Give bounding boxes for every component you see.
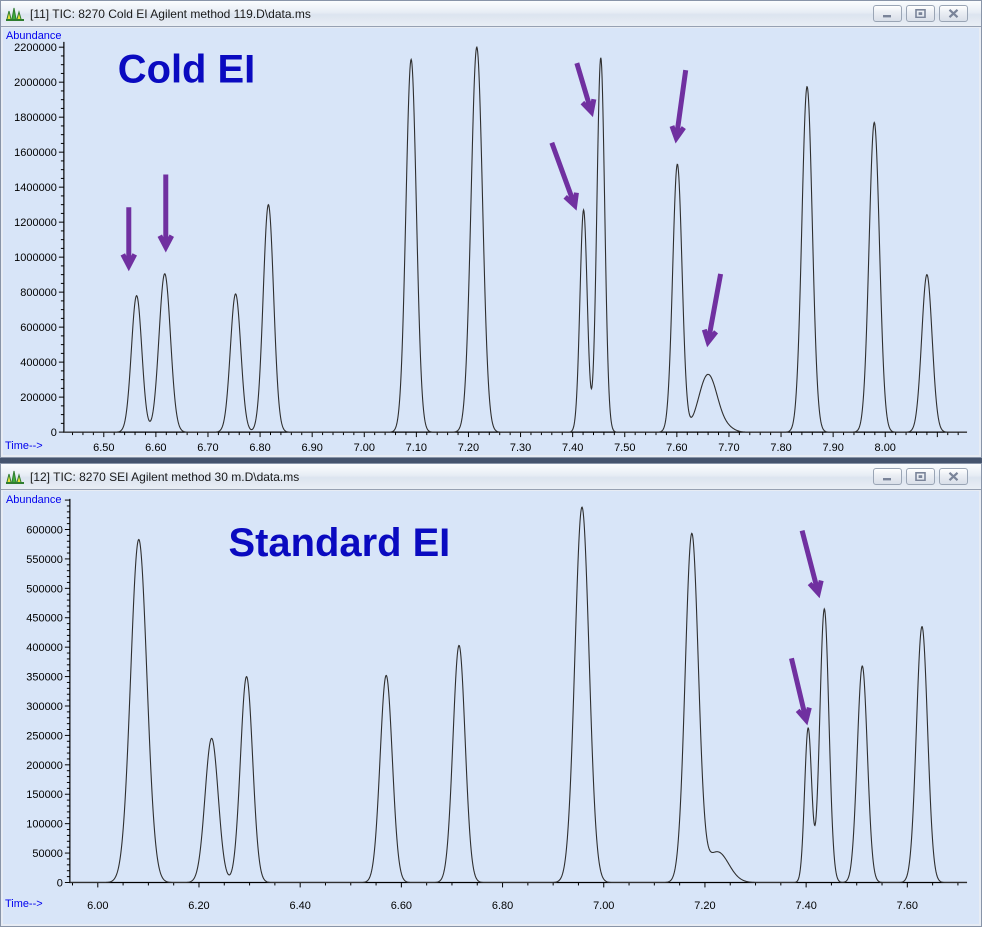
tic-curve xyxy=(63,45,968,433)
time-axis-label: Time--> xyxy=(5,440,43,452)
x-tick-label: 7.50 xyxy=(614,442,635,454)
y-tick-label: 600000 xyxy=(26,524,63,536)
close-button[interactable] xyxy=(939,468,968,485)
x-tick-label: 6.70 xyxy=(197,442,218,454)
y-tick-label: 50000 xyxy=(32,848,62,860)
tic-chromatogram-plot-cold-ei: 6.50 6.60 6.70 6.80 6.90 7.00 7.10 7.20 7.30 7.40… xyxy=(5,30,968,454)
peak-arrow-annotation xyxy=(799,530,824,599)
peak-arrow-annotation xyxy=(701,273,724,348)
x-tick-label: 6.40 xyxy=(290,900,311,912)
x-tick-label: 7.20 xyxy=(694,900,715,912)
x-tick-label: 7.00 xyxy=(354,442,375,454)
axes xyxy=(63,41,968,433)
x-tick-label: 6.60 xyxy=(391,900,412,912)
x-tick-label: 7.30 xyxy=(510,442,531,454)
x-tick-label: 6.20 xyxy=(188,900,209,912)
chart-area-cold-ei: 6.50 6.60 6.70 6.80 6.90 7.00 7.10 7.20 7.30 7.40… xyxy=(3,28,979,455)
chart-annotation-label: Standard EI xyxy=(229,521,451,565)
chromatogram-window-cold-ei: [11] TIC: 8270 Cold EI Agilent method 11… xyxy=(0,0,982,458)
y-tick-label: 100000 xyxy=(26,819,63,831)
y-tick-label: 200000 xyxy=(20,392,57,404)
y-tick-label: 600000 xyxy=(20,322,57,334)
y-tick-label: 550000 xyxy=(26,554,63,566)
chromatogram-window-standard-ei: [12] TIC: 8270 SEI Agilent method 30 m.D… xyxy=(0,463,982,927)
x-tick-label: 6.60 xyxy=(145,442,166,454)
x-tick-label: 7.90 xyxy=(822,442,843,454)
y-tick-label: 300000 xyxy=(26,701,63,713)
y-tick-label: 350000 xyxy=(26,672,63,684)
x-tick-label: 7.60 xyxy=(666,442,687,454)
y-tick-label: 2200000 xyxy=(14,42,57,54)
window-titlebar[interactable]: [11] TIC: 8270 Cold EI Agilent method 11… xyxy=(1,1,981,27)
x-tick-label: 6.80 xyxy=(249,442,270,454)
x-tick-label: 7.00 xyxy=(593,900,614,912)
peak-arrow-annotation xyxy=(157,174,174,253)
window-title: [11] TIC: 8270 Cold EI Agilent method 11… xyxy=(30,6,311,21)
close-button[interactable] xyxy=(939,5,968,22)
minimize-button[interactable] xyxy=(873,468,902,485)
y-tick-label: 1200000 xyxy=(14,217,57,229)
peak-arrow-annotation xyxy=(120,207,137,272)
y-tick-label: 0 xyxy=(51,427,57,439)
y-tick-label: 1600000 xyxy=(14,147,57,159)
window-title: [12] TIC: 8270 SEI Agilent method 30 m.D… xyxy=(30,469,300,484)
x-tick-label: 7.80 xyxy=(770,442,791,454)
y-tick-label: 2000000 xyxy=(14,77,57,89)
peak-arrow-annotation xyxy=(669,69,689,144)
x-tick-label: 6.00 xyxy=(87,900,108,912)
chart-annotation-label: Cold EI xyxy=(118,48,255,92)
x-tick-label: 7.20 xyxy=(458,442,479,454)
x-tick-label: 8.00 xyxy=(875,442,896,454)
chromatogram-icon xyxy=(6,7,24,21)
abundance-axis-label: Abundance xyxy=(6,30,62,42)
x-tick-label: 6.50 xyxy=(93,442,114,454)
y-tick-label: 150000 xyxy=(26,789,63,801)
x-tick-label: 6.80 xyxy=(492,900,513,912)
y-tick-label: 400000 xyxy=(20,357,57,369)
y-tick-label: 450000 xyxy=(26,613,63,625)
x-tick-label: 7.40 xyxy=(562,442,583,454)
y-tick-label: 400000 xyxy=(26,642,63,654)
y-tick-label: 500000 xyxy=(26,583,63,595)
y-tick-label: 800000 xyxy=(20,287,57,299)
peak-arrow-annotation xyxy=(574,62,597,118)
peak-arrow-annotation xyxy=(549,141,579,211)
tic-chromatogram-plot-standard-ei: 6.00 6.20 6.40 6.60 6.80 7.00 7.20 7.40 7.60 0 500… xyxy=(5,494,968,912)
chromatogram-icon xyxy=(6,470,24,484)
tic-curve xyxy=(69,506,968,884)
x-tick-label: 7.70 xyxy=(718,442,739,454)
y-tick-label: 1800000 xyxy=(14,112,57,124)
x-tick-label: 7.40 xyxy=(795,900,816,912)
chart-area-standard-ei: 6.00 6.20 6.40 6.60 6.80 7.00 7.20 7.40 7.60 0 500… xyxy=(3,491,979,924)
peak-arrow-annotation xyxy=(789,657,812,726)
y-tick-label: 1400000 xyxy=(14,182,57,194)
x-tick-label: 7.10 xyxy=(406,442,427,454)
y-tick-label: 200000 xyxy=(26,760,63,772)
abundance-axis-label: Abundance xyxy=(6,494,61,506)
x-tick-label: 7.60 xyxy=(897,900,918,912)
window-titlebar[interactable]: [12] TIC: 8270 SEI Agilent method 30 m.D… xyxy=(1,464,981,490)
y-tick-label: 250000 xyxy=(26,730,63,742)
x-tick-label: 6.90 xyxy=(301,442,322,454)
minimize-button[interactable] xyxy=(873,5,902,22)
restore-button[interactable] xyxy=(906,5,935,22)
restore-button[interactable] xyxy=(906,468,935,485)
time-axis-label: Time--> xyxy=(5,898,43,910)
y-tick-label: 0 xyxy=(57,877,63,889)
y-tick-label: 1000000 xyxy=(14,252,57,264)
